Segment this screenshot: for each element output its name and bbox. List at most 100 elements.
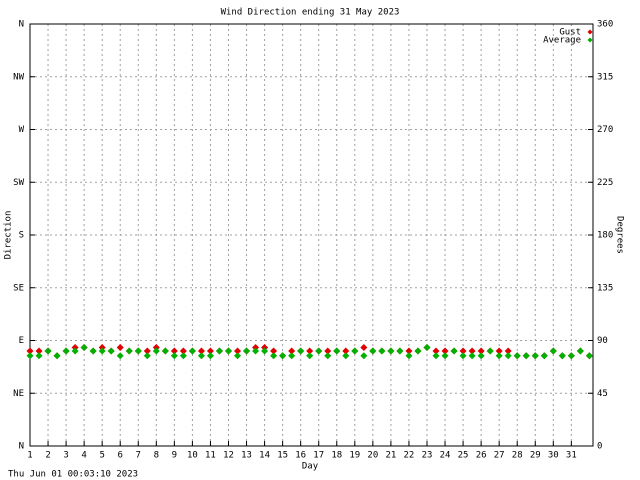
point — [423, 344, 431, 352]
point — [143, 352, 151, 360]
point — [188, 347, 196, 355]
point — [558, 352, 566, 360]
point — [504, 352, 512, 360]
point — [53, 352, 61, 360]
x-tick-label: 5 — [99, 451, 104, 461]
y-tick-label: NE — [13, 389, 24, 399]
point — [306, 352, 314, 360]
y2-tick-label: 135 — [597, 283, 613, 293]
point — [206, 347, 214, 355]
point — [89, 347, 97, 355]
x-tick-label: 22 — [404, 451, 415, 461]
point — [432, 347, 440, 355]
y-axis-label: Direction — [4, 211, 14, 260]
point — [441, 347, 449, 355]
point — [333, 347, 341, 355]
point — [35, 347, 43, 355]
point — [143, 347, 151, 355]
x-tick-label: 12 — [223, 451, 234, 461]
x-axis-label: Day — [302, 462, 319, 472]
x-tick-label: 19 — [349, 451, 360, 461]
point — [387, 347, 395, 355]
point — [360, 352, 368, 360]
point — [540, 352, 548, 360]
y-tick-label: SE — [13, 283, 24, 293]
point — [549, 347, 557, 355]
point — [116, 352, 124, 360]
point — [477, 347, 485, 355]
x-tick-label: 3 — [63, 451, 68, 461]
x-tick-label: 14 — [259, 451, 270, 461]
y-tick-label: N — [19, 20, 24, 30]
point — [152, 347, 160, 355]
point — [270, 347, 278, 355]
point — [134, 347, 142, 355]
point — [288, 347, 296, 355]
x-tick-label: 8 — [154, 451, 159, 461]
point — [98, 344, 106, 352]
point — [125, 347, 133, 355]
point — [270, 352, 278, 360]
point — [459, 347, 467, 355]
point — [161, 347, 169, 355]
point — [342, 347, 350, 355]
x-tick-label: 11 — [205, 451, 216, 461]
legend-label: Gust — [559, 28, 581, 38]
x-tick-label: 7 — [136, 451, 141, 461]
point — [441, 352, 449, 360]
y2-tick-label: 270 — [597, 125, 613, 135]
point — [80, 344, 88, 352]
point — [62, 347, 70, 355]
point — [170, 347, 178, 355]
x-tick-label: 18 — [331, 451, 342, 461]
x-tick-label: 30 — [548, 451, 559, 461]
x-tick-label: 27 — [494, 451, 505, 461]
x-tick-label: 15 — [277, 451, 288, 461]
point — [360, 344, 368, 352]
point — [477, 352, 485, 360]
point — [116, 344, 124, 352]
point — [396, 347, 404, 355]
point — [405, 352, 413, 360]
y2-tick-label: 45 — [597, 389, 608, 399]
point — [35, 352, 43, 360]
x-tick-label: 4 — [81, 451, 86, 461]
point — [324, 347, 332, 355]
x-tick-label: 23 — [422, 451, 433, 461]
point — [197, 352, 205, 360]
point — [432, 352, 440, 360]
point — [197, 347, 205, 355]
y2-tick-label: 90 — [597, 336, 608, 346]
point — [414, 347, 422, 355]
y2-tick-label: 315 — [597, 72, 613, 82]
x-tick-label: 9 — [172, 451, 177, 461]
legend-marker — [587, 29, 593, 35]
point — [234, 347, 242, 355]
point — [71, 347, 79, 355]
x-tick-label: 2 — [45, 451, 50, 461]
point — [315, 347, 323, 355]
point — [252, 344, 260, 352]
point — [44, 347, 52, 355]
point — [405, 347, 413, 355]
x-tick-label: 24 — [440, 451, 451, 461]
point — [342, 352, 350, 360]
point — [71, 344, 79, 352]
point — [107, 347, 115, 355]
x-tick-label: 1 — [27, 451, 32, 461]
point — [522, 352, 530, 360]
x-tick-label: 21 — [385, 451, 396, 461]
x-tick-label: 25 — [458, 451, 469, 461]
point — [513, 352, 521, 360]
x-tick-label: 10 — [187, 451, 198, 461]
point — [279, 352, 287, 360]
point — [585, 352, 593, 360]
x-tick-label: 17 — [313, 451, 324, 461]
y-tick-label: NW — [13, 72, 24, 82]
point — [243, 347, 251, 355]
point — [179, 347, 187, 355]
y2-tick-label: 225 — [597, 178, 613, 188]
footer: Thu Jun 01 00:03:10 2023 — [8, 470, 138, 480]
point — [215, 347, 223, 355]
plot-frame — [29, 23, 594, 447]
